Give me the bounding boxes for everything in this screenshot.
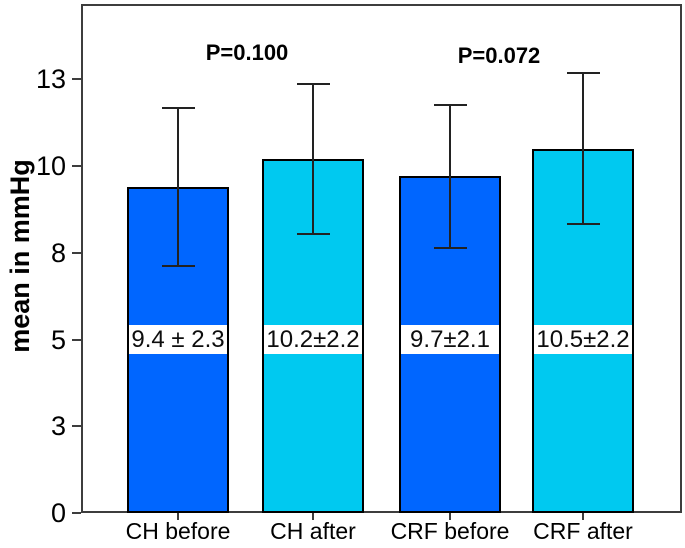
error-bar-cap-top [566, 72, 600, 75]
y-tick-mark [72, 251, 81, 254]
error-bar-cap-bottom [161, 264, 195, 267]
y-tick-label: 5 [50, 324, 66, 355]
bar-value-label: 9.4 ± 2.3 [129, 324, 227, 354]
y-tick-label: 3 [50, 411, 66, 442]
x-category-label: CH after [270, 518, 356, 544]
error-bar-line [582, 72, 584, 225]
x-tick-mark [449, 513, 451, 520]
y-tick-label: 10 [35, 151, 66, 182]
error-bar-cap-bottom [433, 247, 467, 250]
error-bar-cap-top [161, 107, 195, 110]
p-value-annotation-crf: P=0.072 [457, 43, 541, 68]
error-bar-cap-bottom [296, 233, 330, 236]
y-tick-label: 0 [50, 498, 66, 528]
error-bar-cap-top [296, 82, 330, 85]
p-value-annotation-ch: P=0.100 [205, 40, 289, 65]
bar-value-label: 10.5±2.2 [534, 324, 632, 354]
error-bar-cap-top [433, 103, 467, 106]
x-category-label: CH before [125, 518, 231, 544]
error-bar-line [177, 107, 179, 267]
error-bar-line [312, 82, 314, 236]
y-tick-mark [72, 512, 81, 514]
y-tick-mark [72, 78, 81, 81]
x-tick-mark [582, 513, 584, 520]
x-category-label: CRF after [533, 518, 633, 544]
y-tick-mark [72, 338, 81, 341]
bar-value-label: 10.2±2.2 [264, 324, 362, 354]
x-tick-mark [312, 513, 314, 520]
error-bar-cap-bottom [566, 223, 600, 226]
bar-value-label: 9.7±2.1 [401, 324, 499, 354]
y-tick-mark [72, 165, 81, 168]
x-category-label: CRF before [390, 518, 510, 544]
y-tick-mark [72, 425, 81, 428]
y-tick-label: 13 [35, 64, 66, 95]
x-tick-mark [177, 513, 179, 520]
y-tick-label: 8 [50, 237, 66, 268]
error-bar-line [449, 103, 451, 250]
